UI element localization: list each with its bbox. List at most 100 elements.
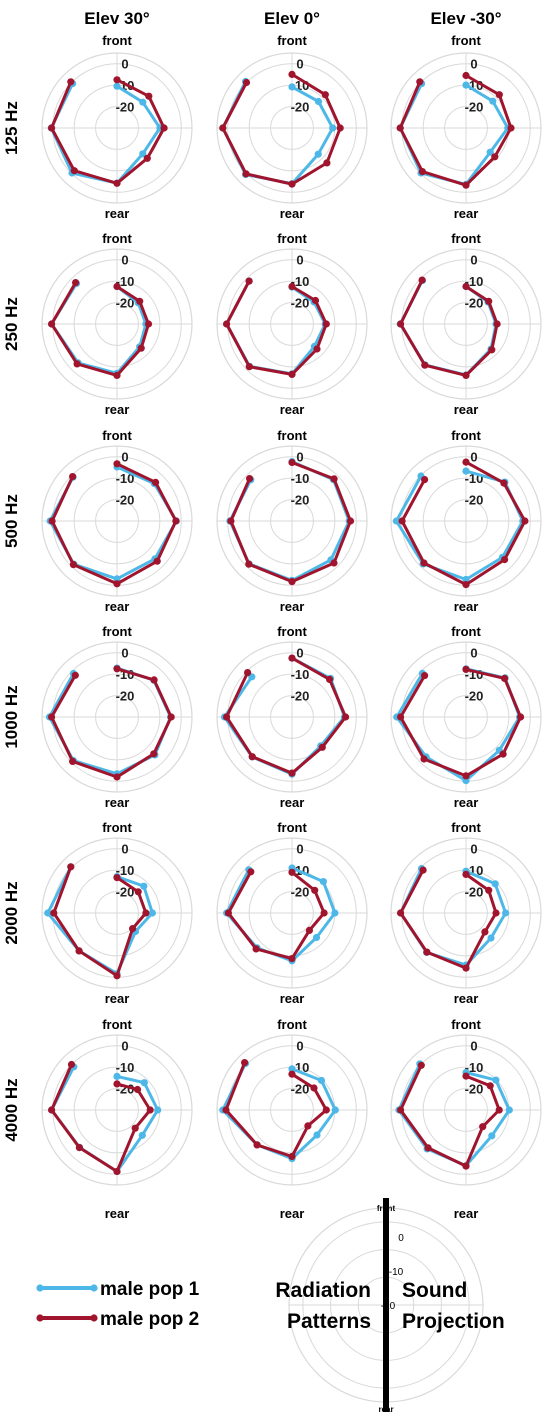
data-point-male-pop-2-315 [417, 1061, 425, 1069]
data-point-male-pop-1-90 [329, 124, 337, 132]
data-point-male-pop-1-90 [148, 909, 156, 917]
data-point-male-pop-2-45 [145, 92, 153, 100]
front-label: front [277, 33, 307, 48]
legend-label-male-pop-2: male pop 2 [100, 1309, 199, 1330]
data-point-male-pop-2-270 [48, 320, 56, 328]
series-line-male-pop-1 [49, 82, 162, 185]
rear-label: rear [454, 1206, 479, 1221]
legend-marker-male-pop-2-end [90, 1314, 98, 1322]
explainer-front-label: front [377, 1204, 396, 1213]
data-point-male-pop-2-225 [420, 755, 428, 763]
r-tick-label-0: 0 [470, 253, 477, 268]
explainer-tick-minus-10: -10 [389, 1267, 404, 1278]
data-point-male-pop-2-0 [113, 874, 121, 882]
data-point-male-pop-2-270 [396, 124, 404, 132]
data-point-male-pop-1-0 [113, 82, 121, 90]
data-point-male-pop-2-315 [419, 866, 427, 874]
data-point-male-pop-2-90 [492, 909, 500, 917]
data-point-male-pop-1-0 [288, 1065, 296, 1073]
series-line-male-pop-2 [399, 1064, 501, 1168]
data-point-male-pop-1-90 [505, 1106, 513, 1114]
data-point-male-pop-2-225 [424, 1144, 432, 1152]
data-point-male-pop-2-270 [227, 517, 235, 525]
rear-label: rear [280, 991, 305, 1006]
r-tick-label-2: -20 [116, 689, 135, 704]
data-point-male-pop-2-45 [152, 478, 160, 486]
r-tick-label-2: -20 [116, 493, 135, 508]
series-line-male-pop-2 [50, 78, 166, 185]
data-point-male-pop-2-225 [420, 559, 428, 567]
data-point-male-pop-2-45 [321, 91, 329, 99]
front-label-next: front [277, 428, 307, 443]
data-point-male-pop-2-270 [224, 909, 232, 917]
data-point-male-pop-2-270 [397, 1106, 405, 1114]
r-tick-label-2: -20 [465, 100, 484, 115]
rear-label: rear [105, 1206, 130, 1221]
r-tick-label-0: 0 [121, 253, 128, 268]
rear-label: rear [105, 991, 130, 1006]
r-tick-label-0: 0 [470, 1039, 477, 1054]
data-point-male-pop-2-0 [288, 654, 296, 662]
data-point-male-pop-2-315 [67, 1060, 76, 1069]
data-point-male-pop-2-180 [113, 179, 121, 187]
data-point-male-pop-2-225 [69, 757, 77, 766]
data-point-male-pop-2-135 [491, 153, 499, 161]
data-point-male-pop-1-0 [288, 83, 296, 91]
data-point-male-pop-2-270 [222, 1106, 230, 1114]
data-point-male-pop-2-90 [342, 713, 350, 721]
data-point-male-pop-2-135 [499, 750, 507, 758]
data-point-male-pop-2-180 [113, 972, 121, 980]
rear-label: rear [105, 795, 130, 810]
r-tick-label-2: -20 [465, 493, 484, 508]
legend-marker-male-pop-1-end [90, 1284, 98, 1292]
front-label-next: front [451, 428, 481, 443]
front-label-next: front [277, 624, 307, 639]
series-line-male-pop-2 [399, 667, 523, 778]
r-tick-label-0: 0 [121, 57, 128, 72]
data-point-male-pop-1-45 [491, 880, 499, 888]
data-point-male-pop-2-315 [244, 669, 252, 677]
rear-label: rear [105, 599, 130, 614]
frequency-headers: 125 Hz 250 Hz 500 Hz 1000 Hz 2000 Hz 4000 Hz [2, 101, 21, 1142]
data-point-male-pop-2-270 [223, 320, 231, 328]
data-point-male-pop-2-45 [501, 674, 509, 683]
r-tick-label-2: -20 [465, 885, 484, 900]
explainer-diagram: 0 -10 -20 front rear Radiation Patterns … [275, 1198, 505, 1414]
data-point-male-pop-2-225 [245, 363, 253, 371]
r-tick-label-0: 0 [121, 842, 128, 857]
series-line-male-pop-2 [221, 73, 342, 186]
data-point-male-pop-2-135 [488, 346, 496, 354]
data-point-male-pop-1-135 [314, 150, 322, 158]
series-line-male-pop-2 [224, 1062, 328, 1158]
data-point-male-pop-1-45 [140, 882, 148, 890]
front-label: front [102, 33, 132, 48]
data-point-male-pop-1-180 [462, 575, 470, 584]
front-label-next: front [102, 624, 132, 639]
r-tick-label-0: 0 [296, 1039, 303, 1054]
data-point-male-pop-1-135 [487, 934, 495, 942]
data-point-male-pop-1-270 [44, 909, 52, 917]
data-point-male-pop-2-180 [288, 578, 296, 586]
col-header-elev-minus-30: Elev -30° [430, 9, 501, 28]
data-point-male-pop-2-225 [253, 1141, 261, 1149]
col-header-elev-0: Elev 0° [264, 9, 320, 28]
r-tick-label-0: 0 [296, 450, 303, 465]
r-tick-label-2: -20 [291, 885, 310, 900]
rear-label: rear [280, 795, 305, 810]
data-point-male-pop-2-0 [113, 1080, 121, 1088]
data-point-male-pop-1-270 [392, 517, 400, 525]
data-point-male-pop-2-270 [397, 713, 405, 721]
data-point-male-pop-2-225 [245, 560, 253, 568]
data-point-male-pop-2-135 [129, 925, 137, 933]
data-point-male-pop-2-0 [288, 282, 296, 291]
data-point-male-pop-2-45 [326, 675, 334, 684]
data-point-male-pop-2-315 [242, 78, 251, 87]
data-point-male-pop-1-135 [488, 1132, 496, 1140]
